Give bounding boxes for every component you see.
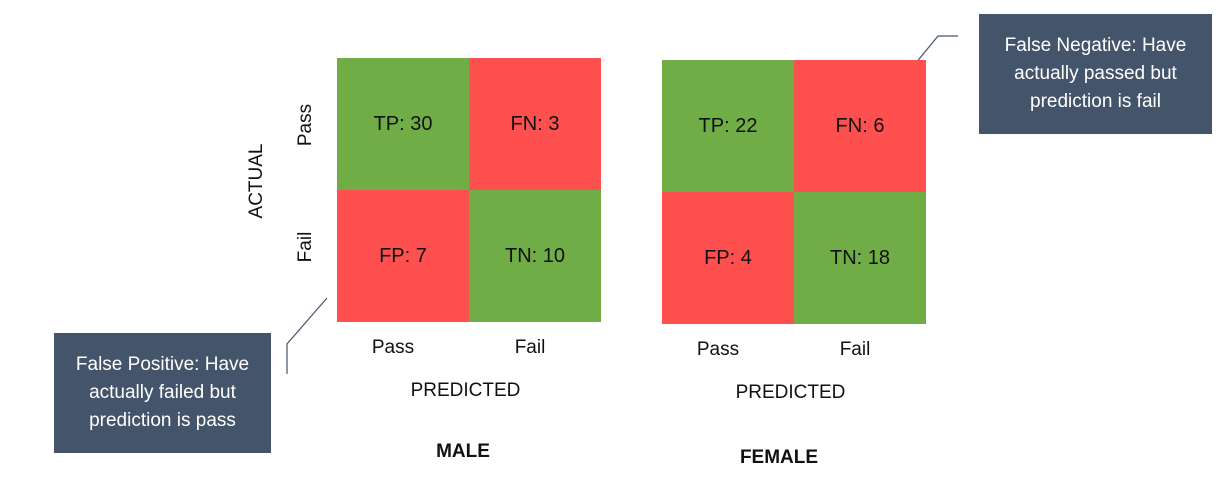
actual-axis-label: ACTUAL <box>246 143 267 219</box>
row-label-fail: Fail <box>295 231 316 263</box>
male-predicted-axis-label: PREDICTED <box>410 380 521 401</box>
female-col-label-pass: Pass <box>696 339 740 360</box>
female-group-label: FEMALE <box>739 447 819 468</box>
female-fn-cell: FN: 6 <box>794 60 926 192</box>
male-col-label-pass: Pass <box>371 337 415 358</box>
male-col-label-fail: Fail <box>514 337 546 358</box>
false-negative-callout: False Negative: Have actually passed but… <box>979 14 1212 134</box>
female-tp-cell: TP: 22 <box>662 60 794 192</box>
male-fn-cell: FN: 3 <box>469 58 601 190</box>
male-group-label: MALE <box>436 441 490 462</box>
female-predicted-axis-label: PREDICTED <box>735 382 846 403</box>
row-label-pass: Pass <box>295 103 316 147</box>
male-tp-cell: TP: 30 <box>337 58 469 190</box>
female-col-label-fail: Fail <box>839 339 871 360</box>
male-fp-cell: FP: 7 <box>337 190 469 322</box>
male-tn-cell: TN: 10 <box>469 190 601 322</box>
false-positive-leader <box>286 297 328 374</box>
female-tn-cell: TN: 18 <box>794 192 926 324</box>
female-fp-cell: FP: 4 <box>662 192 794 324</box>
false-positive-callout: False Positive: Have actually failed but… <box>54 333 271 453</box>
